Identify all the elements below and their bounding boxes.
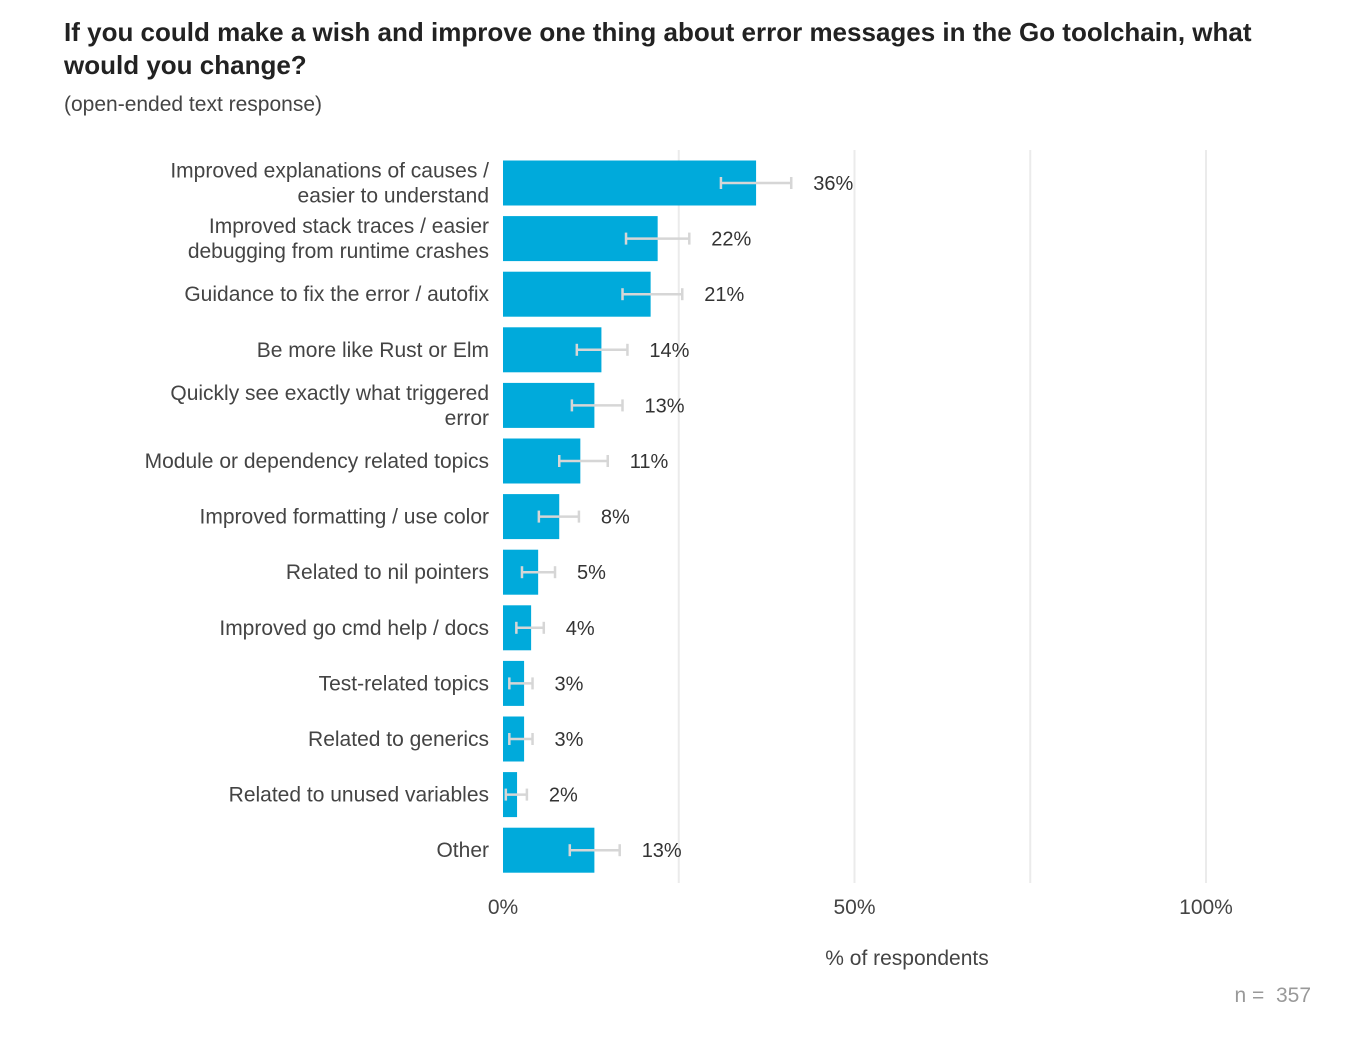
error-bars	[504, 177, 793, 857]
category-label-line: Quickly see exactly what triggered	[170, 382, 489, 405]
error-bar	[508, 733, 534, 745]
error-bar	[504, 788, 529, 801]
category-label-line: Guidance to fix the error / autofix	[184, 283, 489, 306]
error-bar	[520, 566, 557, 579]
value-labels: 36% 22% 21% 14% 13% 11% 8% 5% 4% 3% 3% 2% 13%	[549, 173, 854, 862]
category-label-line: debugging from runtime crashes	[188, 240, 489, 263]
category-label-line: Improved stack traces / easier	[209, 215, 489, 238]
category-label-line: Test-related topics	[319, 672, 489, 695]
category-label-line: easier to understand	[298, 185, 489, 208]
category-label: Improved formatting / use color	[200, 506, 489, 529]
x-axis-ticks: 0% 50% 100%	[488, 896, 1233, 919]
value-label: 3%	[555, 673, 584, 695]
error-bar	[719, 177, 793, 189]
category-label: Be more like Rust or Elm	[257, 339, 489, 362]
category-label: Test-related topics	[319, 672, 489, 695]
bar	[503, 160, 757, 206]
error-bar	[575, 343, 629, 356]
x-tick-label: 0%	[488, 896, 518, 919]
value-label: 5%	[577, 562, 606, 584]
value-label: 14%	[649, 340, 689, 362]
value-label: 11%	[630, 451, 669, 473]
category-label: Quickly see exactly what triggered error	[170, 382, 489, 430]
value-label: 36%	[813, 173, 853, 195]
category-label-line: Improved go cmd help / docs	[219, 617, 489, 640]
category-label: Related to nil pointers	[286, 561, 489, 584]
x-axis-title: % of respondents	[825, 947, 988, 970]
error-bar	[508, 677, 534, 690]
category-label-line: error	[445, 407, 489, 430]
error-bar	[557, 455, 609, 467]
category-label: Module or dependency related topics	[145, 450, 489, 473]
category-label-line: Related to nil pointers	[286, 561, 489, 584]
category-label: Related to generics	[308, 728, 489, 751]
category-label-line: Related to unused variables	[229, 784, 489, 807]
value-label: 13%	[642, 840, 682, 862]
error-bar	[515, 621, 546, 634]
error-bar	[624, 232, 691, 245]
category-label-line: Module or dependency related topics	[145, 450, 489, 473]
x-tick-label: 50%	[833, 896, 875, 919]
category-label: Improved go cmd help / docs	[219, 617, 489, 640]
category-label: Other	[436, 839, 489, 862]
category-label-line: Be more like Rust or Elm	[257, 339, 489, 362]
category-label-line: Improved formatting / use color	[200, 506, 489, 529]
x-tick-label: 100%	[1179, 896, 1233, 919]
category-label: Guidance to fix the error / autofix	[184, 283, 489, 306]
value-label: 21%	[704, 284, 744, 306]
chart-title: If you could make a wish and improve one…	[64, 17, 1252, 80]
value-label: 13%	[645, 395, 685, 417]
value-label: 8%	[601, 507, 630, 529]
sample-size-label: n = 357	[1234, 984, 1311, 1007]
category-labels: Improved explanations of causes / easier …	[145, 160, 490, 863]
category-label-line: Related to generics	[308, 728, 489, 751]
value-label: 2%	[549, 785, 578, 807]
value-label: 3%	[555, 729, 584, 751]
category-label: Improved explanations of causes / easier …	[170, 160, 489, 208]
chart-subtitle: (open-ended text response)	[64, 93, 322, 116]
value-label: 4%	[566, 618, 595, 640]
error-bar	[537, 510, 581, 523]
value-label: 22%	[711, 229, 751, 251]
category-label: Related to unused variables	[229, 784, 489, 807]
category-label-line: Other	[436, 839, 489, 862]
error-bar	[621, 288, 684, 301]
error-bar	[568, 844, 621, 857]
category-label: Improved stack traces / easier debugging …	[188, 215, 489, 263]
category-label-line: Improved explanations of causes /	[170, 160, 489, 183]
error-bar	[570, 399, 624, 412]
gridlines	[677, 150, 1207, 883]
